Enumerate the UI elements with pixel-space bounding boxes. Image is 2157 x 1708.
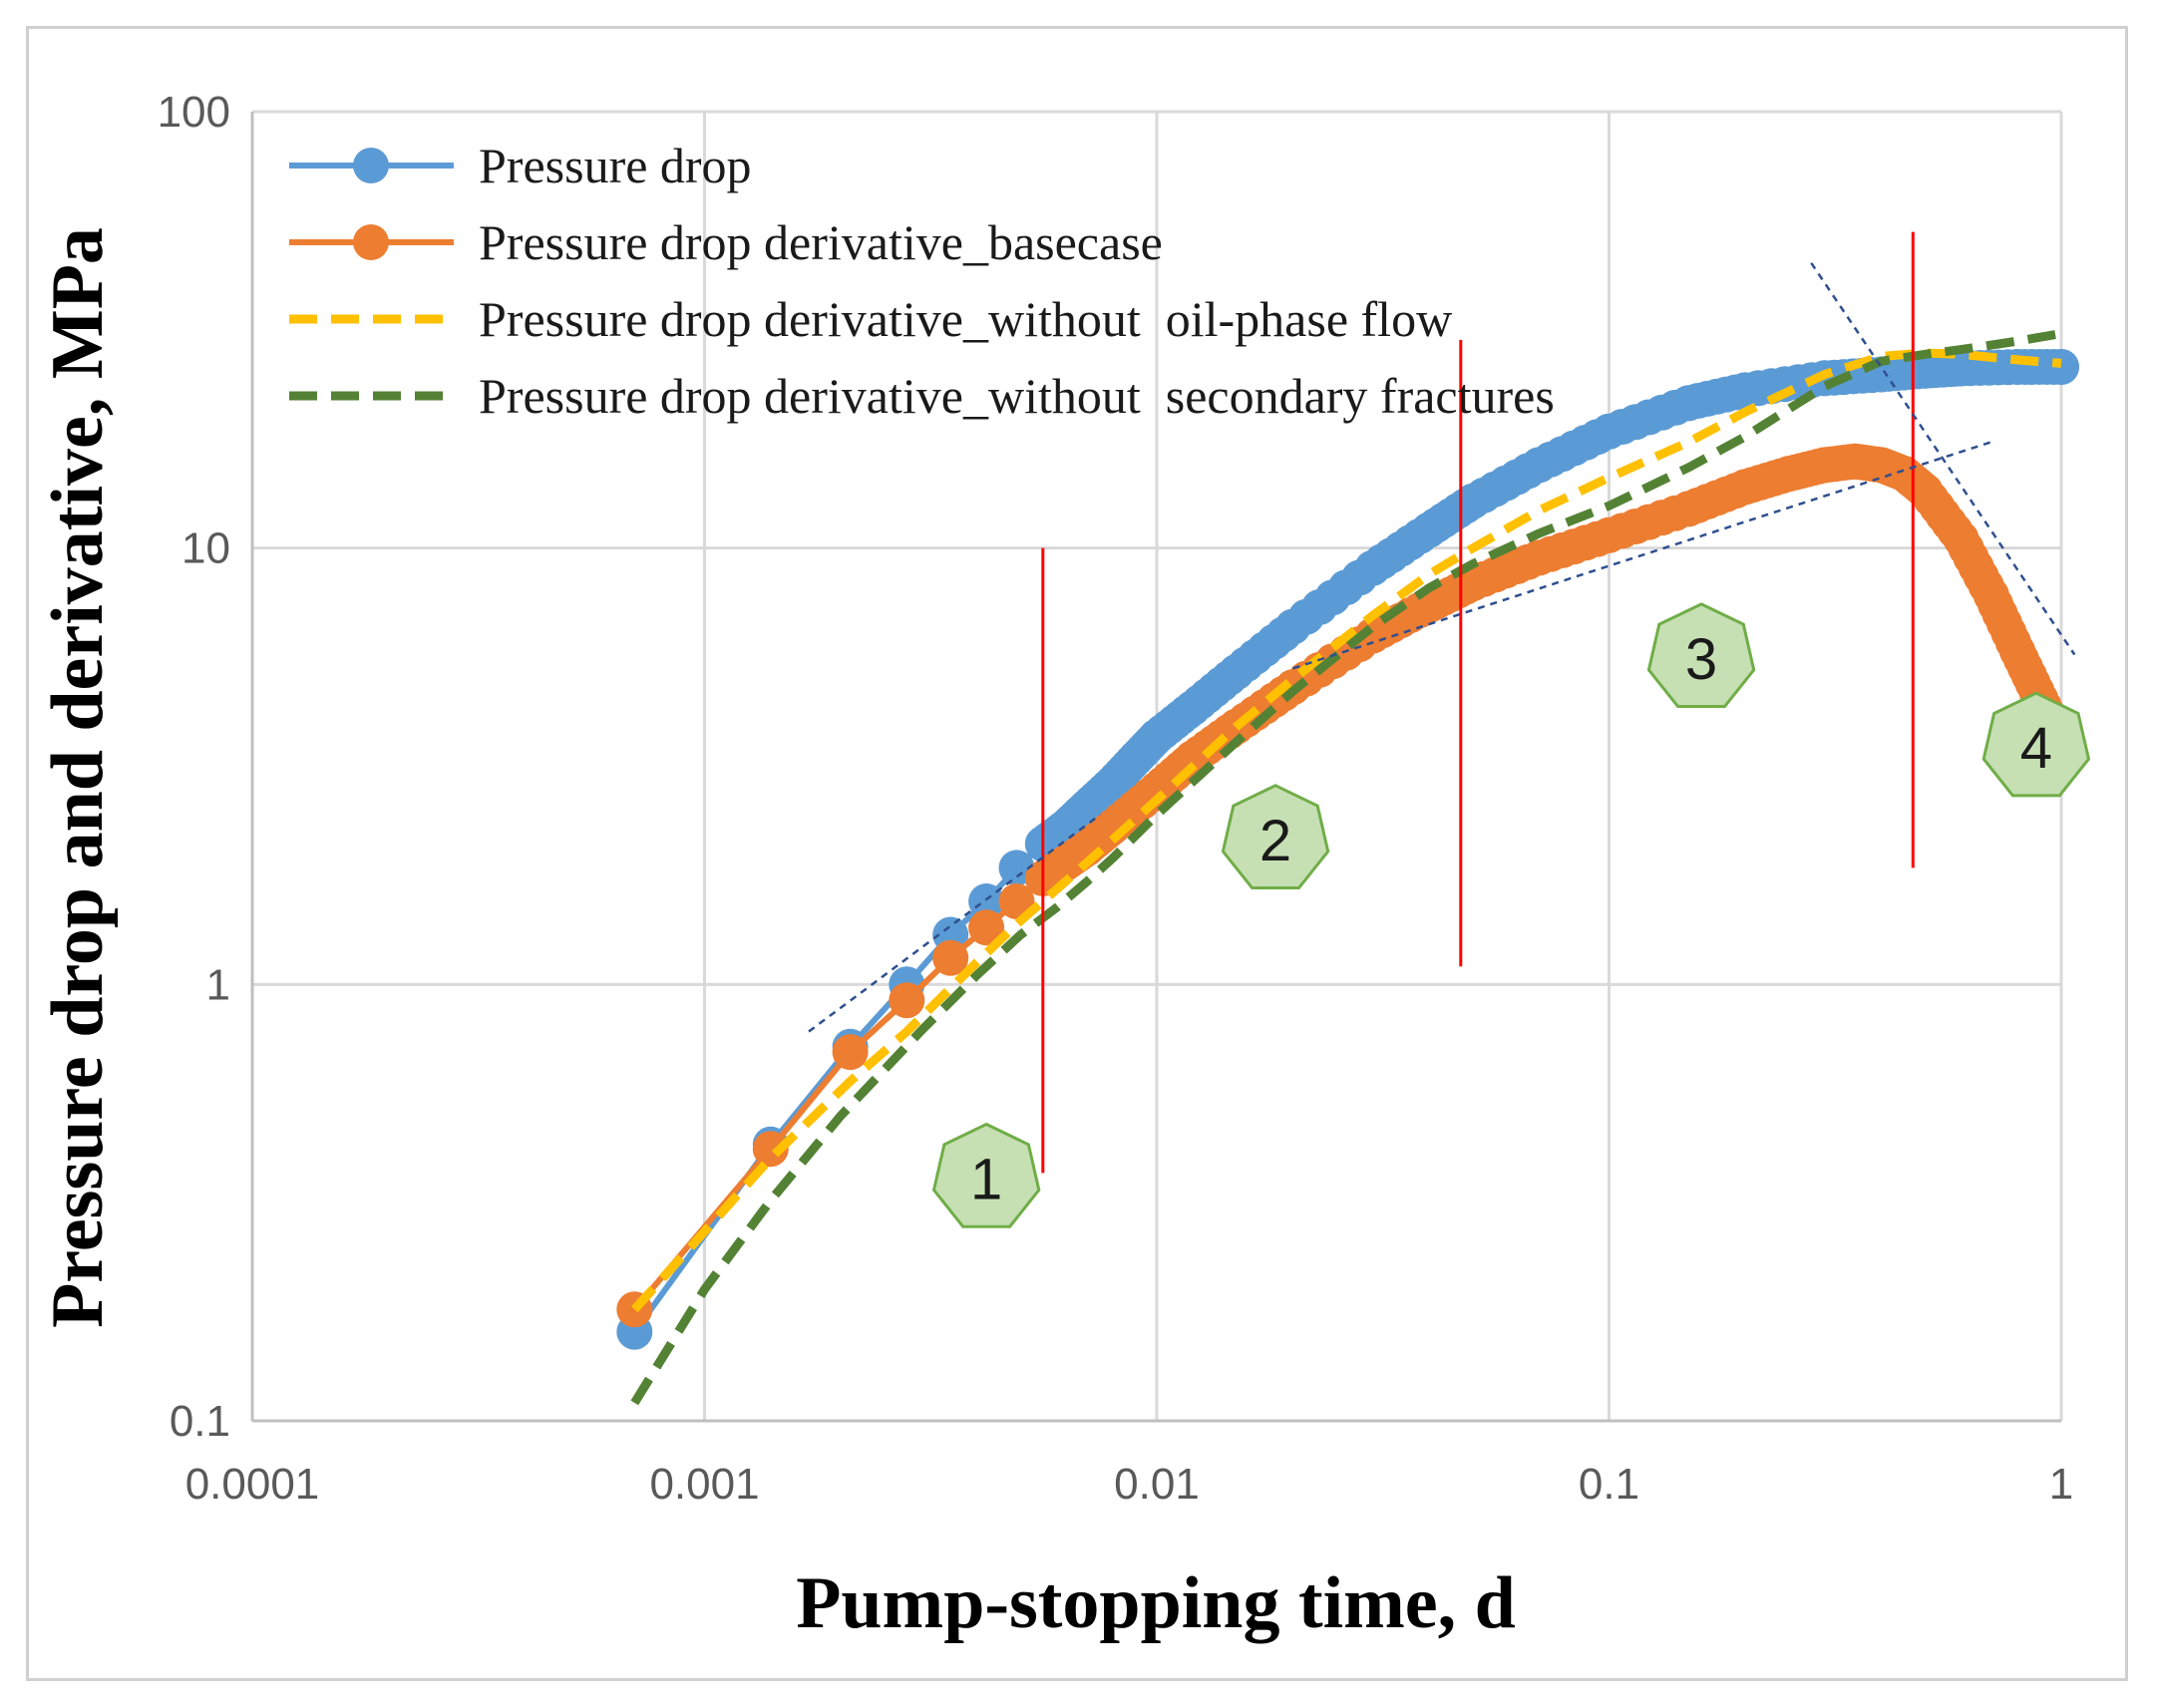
- annotations: 1 2 3 4: [808, 231, 2091, 1228]
- data-point: [1218, 654, 1255, 690]
- legend-swatch-marker: [353, 148, 389, 183]
- legend-label: Pressure drop derivative_without oil-pha…: [479, 291, 1452, 347]
- y-tick-label: 0.1: [170, 1397, 230, 1446]
- data-point: [1999, 633, 2036, 670]
- trend-line: [1292, 441, 1992, 670]
- axes: 0.0001 0.001 0.01 0.1 1 0.1 1 10 100: [158, 88, 2074, 1509]
- data-point: [968, 883, 1005, 919]
- region-label: 1: [970, 1148, 1002, 1212]
- legend-entry-2: Pressure drop derivative_without oil-pha…: [289, 291, 1452, 347]
- legend-entry-0: Pressure drop: [289, 138, 752, 193]
- region-label: 2: [1259, 809, 1291, 873]
- x-tick-label: 0.0001: [185, 1460, 320, 1509]
- heptagon-shape: [1981, 691, 2091, 798]
- region-badge-2: 2: [1221, 784, 1330, 889]
- data-point: [1670, 491, 1707, 527]
- data-point: [1907, 352, 1944, 389]
- data-point: [752, 1131, 789, 1168]
- x-tick-label: 1: [2049, 1460, 2073, 1509]
- data-point: [1354, 549, 1391, 586]
- data-point: [1411, 512, 1447, 548]
- data-point: [832, 1034, 869, 1071]
- data-point: [1274, 608, 1311, 645]
- data-point: [1455, 565, 1491, 602]
- data-point: [998, 883, 1035, 919]
- data-point: [1670, 385, 1707, 422]
- trend-line: [808, 814, 1102, 1033]
- heptagon-shape: [1646, 602, 1756, 708]
- x-tick-label: 0.01: [1114, 1460, 1200, 1509]
- series-line: [630, 329, 2062, 1406]
- data-point: [1095, 765, 1132, 801]
- data-point: [1591, 516, 1627, 553]
- y-tick-label: 1: [206, 960, 230, 1009]
- trend-line: [1810, 262, 2076, 656]
- legend-label: Pressure drop: [479, 138, 752, 193]
- series-2: [630, 348, 2062, 1313]
- data-point: [1455, 483, 1491, 519]
- data-point: [1999, 349, 2036, 385]
- series-0: [616, 349, 2079, 1350]
- data-point: [1837, 443, 1874, 480]
- y-axis-title: Pressure drop and derivative, MPa: [37, 227, 119, 1328]
- series-3: [630, 329, 2062, 1406]
- data-point: [1174, 740, 1211, 777]
- data-point: [1174, 690, 1211, 727]
- region-label: 4: [2020, 716, 2052, 781]
- region-label: 3: [1685, 627, 1717, 692]
- data-point: [968, 909, 1005, 946]
- data-point: [1068, 789, 1105, 826]
- y-tick-label: 100: [158, 88, 230, 137]
- region-badge-1: 1: [931, 1122, 1041, 1228]
- data-point: [1771, 456, 1807, 493]
- series-layer: [616, 329, 2079, 1406]
- region-badge-4: 4: [1981, 691, 2091, 798]
- x-tick-label: 0.001: [649, 1460, 759, 1509]
- x-tick-label: 0.1: [1579, 1460, 1639, 1509]
- heptagon-shape: [1221, 784, 1330, 889]
- series-line: [630, 348, 2062, 1313]
- y-tick-label: 10: [181, 524, 230, 573]
- legend-label: Pressure drop derivative_basecase: [479, 214, 1163, 270]
- legend-entry-1: Pressure drop derivative_basecase: [289, 214, 1163, 270]
- data-point: [889, 982, 925, 1019]
- data-point: [1139, 771, 1175, 808]
- data-point: [1727, 372, 1763, 409]
- legend-label: Pressure drop derivative_without seconda…: [479, 368, 1555, 424]
- data-point: [1354, 617, 1391, 654]
- data-point: [1521, 447, 1558, 484]
- legend: Pressure drop Pressure drop derivative_ba…: [289, 138, 1555, 424]
- data-point: [1973, 576, 2009, 613]
- data-point: [1591, 413, 1627, 450]
- legend-entry-3: Pressure drop derivative_without seconda…: [289, 368, 1555, 424]
- data-point: [1907, 473, 1944, 510]
- data-point: [1727, 469, 1763, 506]
- data-point: [1139, 718, 1175, 755]
- data-point: [2043, 349, 2079, 385]
- heptagon-shape: [931, 1122, 1041, 1228]
- data-point: [1806, 447, 1843, 484]
- data-point: [1943, 520, 1979, 557]
- data-point: [932, 939, 969, 976]
- region-badge-3: 3: [1646, 602, 1756, 708]
- series-line: [631, 364, 2061, 1334]
- x-axis-title: Pump-stopping time, d: [796, 1562, 1516, 1644]
- data-point: [1521, 539, 1558, 576]
- legend-swatch-marker: [353, 224, 389, 260]
